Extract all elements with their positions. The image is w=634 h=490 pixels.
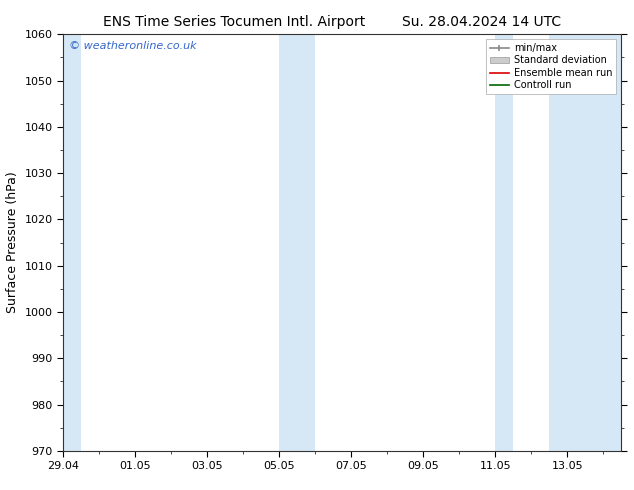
Legend: min/max, Standard deviation, Ensemble mean run, Controll run: min/max, Standard deviation, Ensemble me… — [486, 39, 616, 94]
Bar — [549, 34, 621, 451]
Y-axis label: Surface Pressure (hPa): Surface Pressure (hPa) — [6, 172, 19, 314]
Bar — [60, 34, 81, 451]
Text: Su. 28.04.2024 14 UTC: Su. 28.04.2024 14 UTC — [403, 15, 561, 29]
Bar — [280, 34, 315, 451]
Text: © weatheronline.co.uk: © weatheronline.co.uk — [69, 41, 197, 50]
Bar — [495, 34, 514, 451]
Text: ENS Time Series Tocumen Intl. Airport: ENS Time Series Tocumen Intl. Airport — [103, 15, 366, 29]
